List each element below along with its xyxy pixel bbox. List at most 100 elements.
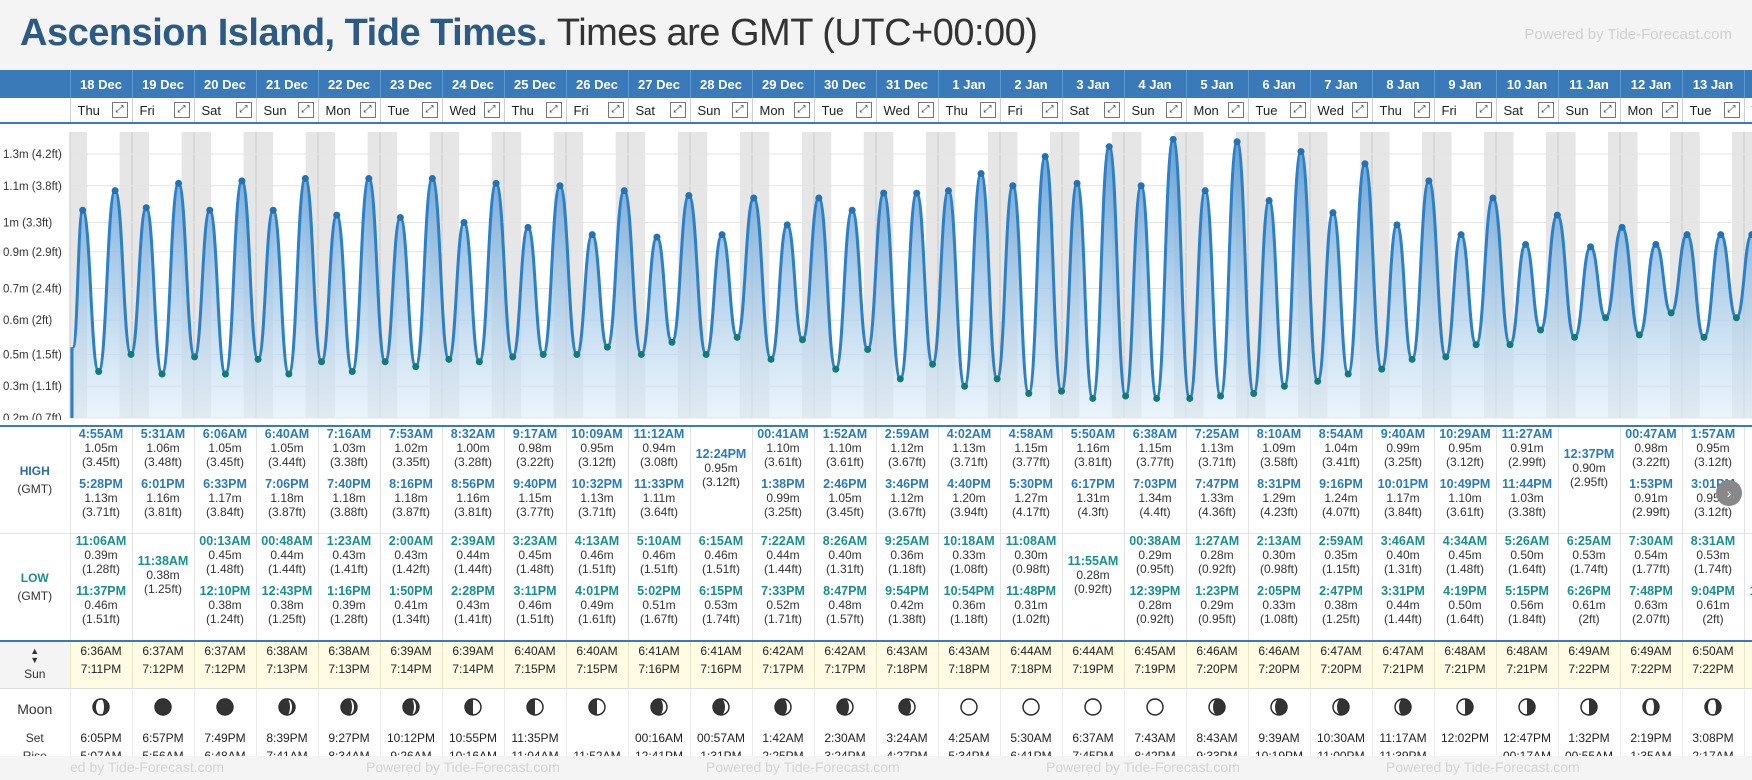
low-tide-label: LOW (GMT): [0, 533, 71, 641]
tide-height-m: 0.45m: [1448, 548, 1482, 562]
low-tide-entry: 9:25AM 0.36m (1.18ft): [877, 534, 938, 584]
powered-by-text[interactable]: ed by Tide-Forecast.com: [70, 759, 225, 775]
powered-by-text[interactable]: Powered by Tide-Forecast.com: [706, 759, 900, 775]
expand-icon[interactable]: ⤢: [1351, 102, 1368, 118]
expand-icon[interactable]: ⤢: [1599, 102, 1616, 118]
low-tide-entry: 2:00AM 0.43m (1.42ft): [381, 534, 442, 584]
weekday-name: Sun: [263, 102, 287, 118]
high-tz-text: (GMT): [17, 482, 53, 496]
low-tide-entry: 1:16PM 0.39m (1.28ft): [319, 584, 380, 634]
expand-icon[interactable]: ⤢: [1723, 102, 1740, 118]
low-tide-point: [1571, 333, 1579, 341]
sunrise-time: 6:48AM: [1444, 644, 1486, 658]
expand-icon[interactable]: ⤢: [111, 102, 128, 118]
expand-icon[interactable]: ⤢: [793, 102, 810, 118]
expand-icon[interactable]: ⤢: [669, 102, 686, 118]
moon-times-cell: 8:43AM 9:33PM: [1186, 729, 1249, 760]
expand-icon[interactable]: ⤢: [1537, 102, 1554, 118]
moonset-time: 00:16AM: [634, 731, 684, 745]
tide-height-m: 0.44m: [270, 548, 304, 562]
low-tide-entry: 6:15AM 0.46m (1.51ft): [691, 534, 752, 584]
expand-icon[interactable]: ⤢: [1289, 102, 1306, 118]
low-tide-point: [1700, 333, 1708, 341]
tide-height-ft: (3.77ft): [1011, 455, 1050, 469]
low-tide-entry: 3:46AM 0.40m (1.31ft): [1373, 534, 1434, 584]
moonset-label: Set: [25, 731, 44, 745]
tide-height-ft: (3.45ft): [81, 455, 120, 469]
expand-icon[interactable]: ⤢: [979, 102, 996, 118]
moonrise-time: 6:48AM: [204, 749, 246, 760]
scroll-right-icon[interactable]: ›: [1716, 480, 1742, 506]
expand-icon[interactable]: ⤢: [545, 102, 562, 118]
expand-icon[interactable]: ⤢: [1413, 102, 1430, 118]
low-tide-cell: 2:13AM 0.30m (0.98ft) 2:05PM 0.33m (1.08ft): [1248, 533, 1311, 641]
weekday-cell: Sun ⤢: [1124, 98, 1187, 124]
low-tide-point: [1472, 341, 1480, 349]
weekday-cell: Sun ⤢: [690, 98, 753, 124]
low-tide-entry: 12:39PM 0.28m (0.92ft): [1125, 584, 1186, 634]
expand-icon[interactable]: ⤢: [1041, 102, 1058, 118]
expand-icon[interactable]: ⤢: [607, 102, 624, 118]
low-tide-point: [95, 368, 103, 376]
tide-height-ft: (3.84ft): [1383, 505, 1422, 519]
tide-time: 5:02PM: [637, 584, 681, 598]
expand-icon[interactable]: ⤢: [1165, 102, 1182, 118]
expand-icon[interactable]: ⤢: [173, 102, 190, 118]
expand-icon[interactable]: ⤢: [297, 102, 314, 118]
y-tick-label: 0.3m (1.1ft): [3, 381, 62, 393]
powered-by-text[interactable]: Powered by Tide-Forecast.com: [1046, 759, 1240, 775]
tide-height-m: 0.95m: [1745, 441, 1752, 455]
weekday-cell: Tue ⤢: [1248, 98, 1311, 124]
tide-height-ft: (1.44ft): [763, 562, 802, 576]
weekday-name: Fri: [1007, 102, 1023, 118]
moonset-time: 9:27PM: [328, 731, 370, 745]
tide-time: 5:50AM: [1070, 427, 1116, 441]
tide-height-ft: (3.25ft): [1383, 455, 1422, 469]
sunset-time: 7:16PM: [700, 662, 742, 676]
tide-time: 12:10PM: [199, 584, 251, 598]
tide-time: 3:31PM: [1381, 584, 1425, 598]
tide-time: 4:40PM: [947, 477, 991, 491]
expand-icon[interactable]: ⤢: [855, 102, 872, 118]
moon-phase-icon: [898, 697, 916, 716]
low-tide-cell: 00:13AM 0.45m (1.48ft) 12:10PM 0.38m (1.24ft): [194, 533, 257, 641]
expand-icon[interactable]: ⤢: [359, 102, 376, 118]
expand-icon[interactable]: ⤢: [1661, 102, 1678, 118]
tide-time: 2:39AM: [450, 534, 496, 548]
moonrise-time: 00:17AM: [1502, 749, 1552, 760]
sun-row: ▲ ▼ Sun 6:36AM 7:11PM 6:37AM 7:12PM 6:37AM 7:12…: [0, 640, 1752, 689]
weekday-cell: Fri ⤢: [1000, 98, 1063, 124]
sunset-time: 7:19PM: [1072, 662, 1114, 676]
high-tide-entry: 7:03PM 1.34m (4.4ft): [1125, 477, 1186, 527]
powered-by-text[interactable]: Powered by Tide-Forecast.com: [1386, 759, 1580, 775]
expand-icon[interactable]: ⤢: [1475, 102, 1492, 118]
expand-icon[interactable]: ⤢: [1227, 102, 1244, 118]
tide-time: 1:57AM: [1690, 427, 1736, 441]
low-tide-cell: 7:30AM 0.54m (1.77ft) 7:48PM 0.63m (2.07ft): [1620, 533, 1683, 641]
expand-icon[interactable]: ⤢: [731, 102, 748, 118]
powered-by-top[interactable]: Powered by Tide-Forecast.com: [1524, 26, 1732, 43]
low-tide-entry: 10:18AM 0.33m (1.08ft): [939, 534, 1000, 584]
expand-icon[interactable]: ⤢: [421, 102, 438, 118]
tide-time: 9:54PM: [885, 584, 929, 598]
low-tide-cell: 00:48AM 0.44m (1.44ft) 12:43PM 0.38m (1.25ft): [256, 533, 319, 641]
tide-height-m: 1.05m: [208, 441, 242, 455]
tide-time: 7:06PM: [265, 477, 309, 491]
expand-icon[interactable]: ⤢: [235, 102, 252, 118]
low-tide-point: [1025, 390, 1033, 398]
sunrise-time: 6:43AM: [948, 644, 990, 658]
tide-time: 1:27AM: [1194, 534, 1240, 548]
low-tide-entry: 1:50PM 0.41m (1.34ft): [381, 584, 442, 634]
low-tide-entry: 5:15PM 0.56m (1.84ft): [1497, 584, 1558, 634]
low-tide-point: [1635, 331, 1643, 339]
weekday-name: Sun: [697, 102, 721, 118]
expand-icon[interactable]: ⤢: [483, 102, 500, 118]
powered-by-text[interactable]: Powered by Tide-Forecast.com: [366, 759, 560, 775]
sun-cell: 6:39AM 7:14PM: [442, 640, 505, 689]
tide-time: 1:38PM: [761, 477, 805, 491]
expand-icon[interactable]: ⤢: [1103, 102, 1120, 118]
high-tide-cell: 11:12AM 0.94m (3.08ft) 11:33PM 1.11m (3.64ft): [628, 425, 691, 534]
expand-icon[interactable]: ⤢: [917, 102, 934, 118]
weekday-inner: Sat ⤢: [195, 102, 256, 118]
high-tide-point: [1683, 231, 1691, 239]
